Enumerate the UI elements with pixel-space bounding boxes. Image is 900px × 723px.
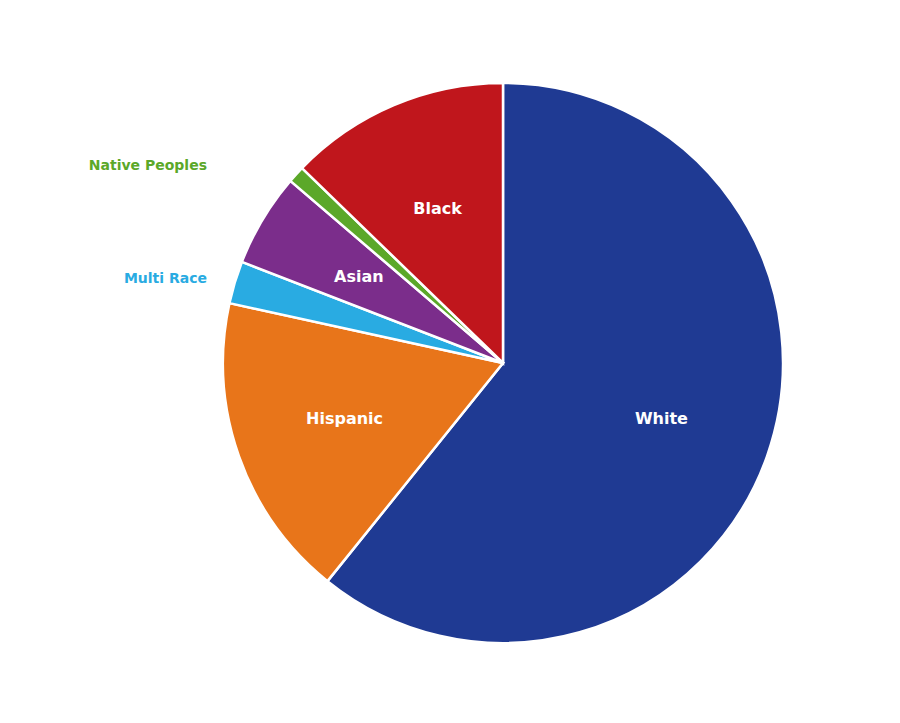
svg-text:Multi Race: Multi Race xyxy=(124,270,207,286)
svg-text:White: White xyxy=(635,409,688,428)
svg-text:Native Peoples: Native Peoples xyxy=(89,157,207,173)
svg-text:Asian: Asian xyxy=(334,267,384,286)
svg-text:Black: Black xyxy=(413,199,462,218)
svg-text:Hispanic: Hispanic xyxy=(306,409,383,428)
